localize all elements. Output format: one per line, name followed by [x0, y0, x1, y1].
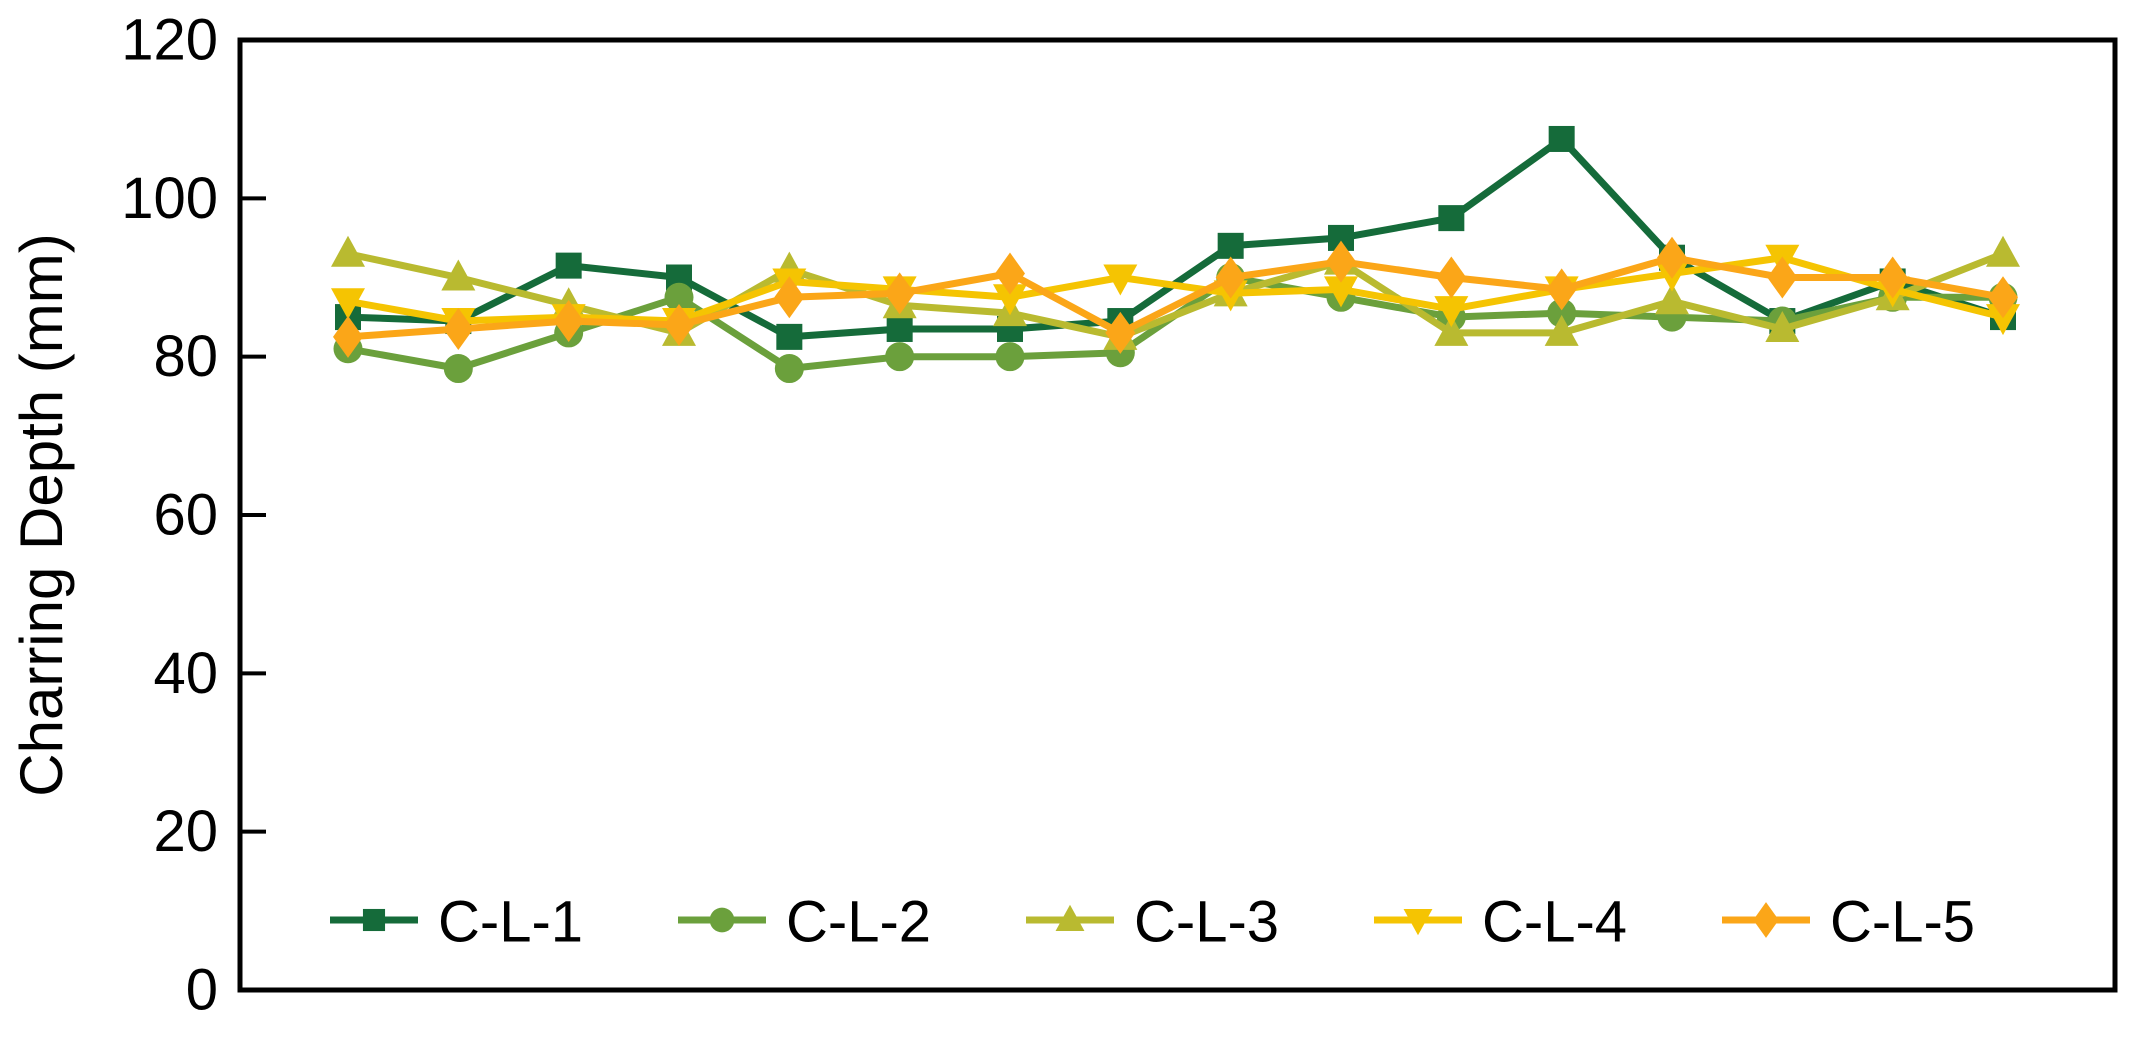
marker-square — [886, 315, 913, 342]
marker-diamond — [1657, 236, 1687, 279]
marker-triangle-up — [1055, 904, 1085, 932]
marker-diamond — [1767, 256, 1798, 299]
marker-diamond — [1988, 276, 2018, 319]
y-tick-label: 0 — [186, 958, 218, 1023]
marker-diamond — [1326, 240, 1356, 283]
marker-circle — [443, 354, 473, 384]
marker-triangle-down — [1434, 296, 1469, 328]
marker-triangle-up — [1986, 235, 2020, 267]
y-axis-label: Charring Depth (mm) — [8, 233, 75, 796]
legend: C-L-1 C-L-2 C-L-3 C-L-4 C-L-5 — [330, 890, 1975, 955]
y-tick-label: 100 — [121, 166, 218, 231]
plot-frame — [237, 37, 2118, 993]
legend-item-C-L-3: C-L-3 — [1026, 890, 1279, 955]
marker-triangle-down — [1324, 276, 1358, 308]
marker-diamond — [1436, 256, 1467, 299]
marker-diamond — [333, 315, 363, 358]
series-C-L-3 — [331, 235, 2020, 350]
legend-item-C-L-5: C-L-5 — [1722, 890, 1975, 955]
marker-diamond — [774, 276, 805, 319]
y-axis: 0 20 40 60 80 100 120 — [121, 8, 266, 1023]
marker-circle — [995, 342, 1025, 372]
marker-square — [1217, 232, 1244, 259]
legend-label: C-L-2 — [786, 890, 931, 955]
marker-square — [1438, 205, 1465, 232]
marker-triangle-up — [1544, 314, 1579, 346]
marker-diamond — [995, 252, 1025, 295]
marker-triangle-down — [331, 288, 365, 320]
marker-square — [362, 908, 386, 932]
marker-diamond — [1753, 902, 1779, 938]
legend-label: C-L-1 — [438, 890, 583, 955]
marker-triangle-up — [1765, 310, 1800, 342]
marker-diamond — [1215, 256, 1246, 299]
marker-circle — [1547, 298, 1577, 328]
marker-triangle-down — [1103, 264, 1138, 296]
legend-item-C-L-4: C-L-4 — [1374, 890, 1627, 955]
legend-label: C-L-3 — [1134, 890, 1279, 955]
marker-triangle-down — [1986, 304, 2020, 336]
marker-diamond — [553, 300, 584, 343]
marker-circle — [709, 907, 735, 933]
marker-diamond — [1105, 311, 1136, 354]
y-tick-label: 60 — [153, 483, 218, 548]
marker-square — [776, 323, 803, 350]
y-tick-label: 80 — [153, 324, 218, 389]
marker-square — [555, 252, 582, 279]
legend-item-C-L-2: C-L-2 — [678, 890, 931, 955]
marker-triangle-up — [1434, 314, 1469, 346]
marker-triangle-up — [1655, 283, 1689, 315]
series-line — [347, 254, 2004, 341]
marker-triangle-down — [1403, 908, 1433, 936]
marker-diamond — [443, 307, 474, 350]
marker-diamond — [1546, 268, 1577, 311]
marker-diamond — [1877, 256, 1908, 299]
marker-diamond — [664, 304, 694, 346]
marker-diamond — [884, 272, 915, 315]
y-tick-label: 20 — [153, 799, 218, 864]
marker-triangle-up — [331, 235, 365, 267]
legend-label: C-L-5 — [1830, 890, 1975, 955]
y-tick-label: 120 — [121, 8, 218, 73]
marker-triangle-up — [441, 259, 476, 291]
y-tick-label: 40 — [153, 641, 218, 706]
marker-triangle-down — [993, 284, 1027, 316]
marker-square — [1548, 125, 1575, 152]
marker-circle — [774, 354, 804, 384]
legend-label: C-L-4 — [1482, 890, 1627, 955]
marker-circle — [885, 342, 915, 372]
series-group — [331, 125, 2020, 384]
marker-circle — [664, 282, 694, 312]
series-C-L-5 — [333, 236, 2018, 358]
legend-item-C-L-1: C-L-1 — [330, 890, 583, 955]
